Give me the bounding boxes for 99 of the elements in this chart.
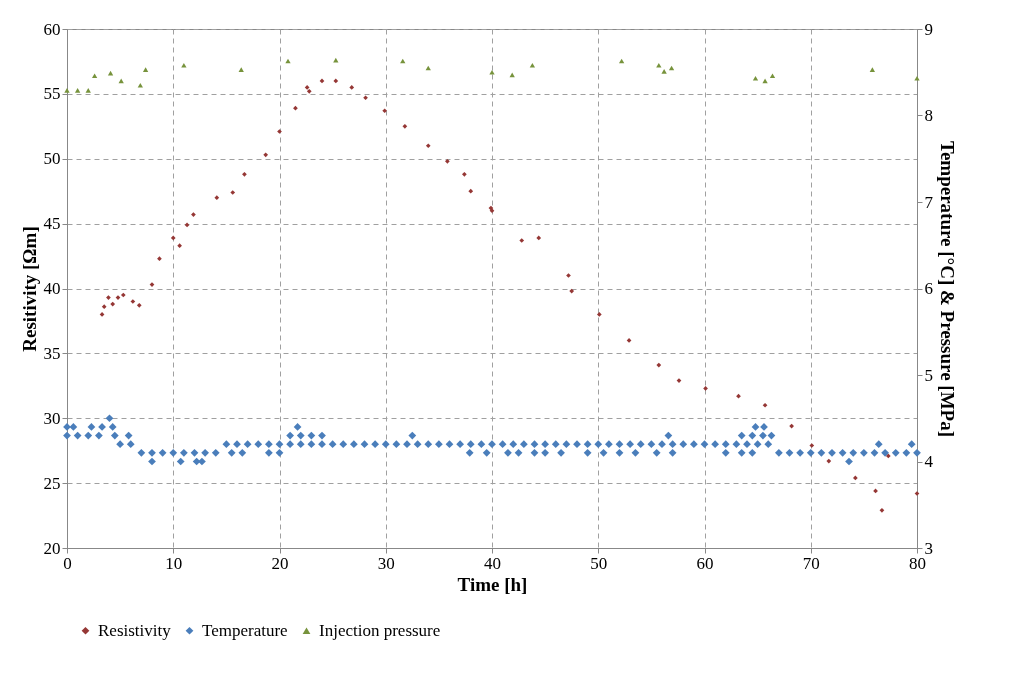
point bbox=[137, 82, 143, 88]
point bbox=[462, 171, 467, 177]
y2-tick-label: 3 bbox=[924, 538, 933, 558]
point bbox=[142, 67, 149, 72]
y2-axis-title: Temperature [°C] & Pressure [MPa] bbox=[937, 140, 958, 438]
point bbox=[661, 69, 667, 74]
point bbox=[826, 458, 832, 464]
point bbox=[293, 105, 298, 111]
point bbox=[157, 256, 162, 261]
point bbox=[489, 69, 495, 75]
point bbox=[91, 73, 98, 78]
y-axis-title: Resitivity [Ωm] bbox=[18, 226, 40, 352]
point bbox=[519, 238, 525, 243]
point bbox=[277, 129, 282, 134]
point bbox=[363, 95, 368, 101]
x-tick-label: 10 bbox=[165, 553, 183, 573]
point bbox=[64, 88, 70, 93]
y-tick-label: 30 bbox=[43, 408, 61, 428]
x-tick-label: 80 bbox=[909, 553, 926, 573]
point bbox=[238, 67, 244, 72]
point bbox=[177, 243, 182, 249]
point bbox=[118, 78, 124, 84]
point bbox=[618, 58, 625, 64]
y-tick-label: 55 bbox=[43, 84, 61, 104]
point bbox=[656, 63, 662, 68]
x-axis-title: Time [h] bbox=[457, 573, 528, 595]
y-tick-label: 40 bbox=[43, 279, 61, 298]
y-tick-label: 45 bbox=[43, 214, 61, 234]
point bbox=[703, 386, 708, 391]
y2-tick-label: 6 bbox=[924, 279, 933, 298]
legend-label: Injection pressure bbox=[319, 620, 441, 640]
point bbox=[425, 143, 431, 149]
point bbox=[752, 76, 759, 81]
y2-tick-label: 9 bbox=[924, 19, 933, 39]
y-tick-label: 35 bbox=[43, 343, 61, 363]
x-tick-label: 0 bbox=[63, 553, 72, 573]
point bbox=[106, 295, 111, 300]
point bbox=[626, 338, 632, 343]
point bbox=[382, 108, 388, 114]
point bbox=[885, 453, 891, 459]
point bbox=[304, 85, 310, 90]
point bbox=[170, 235, 176, 241]
point bbox=[110, 301, 116, 307]
point bbox=[853, 475, 858, 481]
point bbox=[509, 72, 515, 78]
point bbox=[333, 78, 339, 84]
point bbox=[74, 88, 81, 93]
point bbox=[85, 88, 91, 93]
y2-tick-label: 4 bbox=[924, 452, 934, 471]
point bbox=[873, 488, 878, 494]
point bbox=[181, 63, 187, 68]
point bbox=[762, 78, 768, 84]
point bbox=[569, 288, 575, 294]
y-tick-label: 50 bbox=[43, 149, 61, 169]
x-tick-label: 70 bbox=[802, 553, 820, 573]
point bbox=[736, 393, 741, 399]
point bbox=[120, 292, 126, 298]
x-tick-label: 20 bbox=[271, 553, 289, 573]
point bbox=[306, 88, 312, 94]
point bbox=[191, 212, 196, 217]
point bbox=[529, 63, 536, 68]
x-tick-label: 60 bbox=[696, 553, 714, 573]
point bbox=[402, 123, 408, 129]
x-tick-label: 40 bbox=[484, 553, 501, 573]
point bbox=[596, 312, 602, 317]
point bbox=[445, 159, 450, 164]
point bbox=[668, 65, 675, 71]
point bbox=[214, 195, 220, 201]
y2-tick-label: 7 bbox=[924, 192, 934, 212]
y2-tick-label: 8 bbox=[924, 106, 933, 125]
point bbox=[107, 70, 114, 76]
point bbox=[869, 67, 876, 72]
point bbox=[230, 190, 236, 195]
point bbox=[769, 73, 776, 78]
point bbox=[536, 235, 542, 241]
legend-label: Temperature bbox=[202, 620, 288, 640]
point bbox=[242, 171, 247, 177]
y2-tick-label: 5 bbox=[924, 365, 933, 385]
point bbox=[319, 78, 325, 84]
point bbox=[914, 76, 920, 81]
y-tick-label: 20 bbox=[43, 538, 61, 558]
point bbox=[789, 423, 794, 429]
point bbox=[468, 188, 474, 194]
point bbox=[349, 85, 355, 90]
x-tick-label: 30 bbox=[377, 553, 395, 573]
legend-label: Resistivity bbox=[98, 620, 172, 640]
point bbox=[762, 402, 768, 408]
y-tick-label: 60 bbox=[43, 19, 61, 39]
point bbox=[879, 508, 885, 513]
point bbox=[101, 304, 107, 310]
point bbox=[136, 303, 142, 308]
x-tick-label: 50 bbox=[590, 553, 608, 573]
point bbox=[656, 362, 662, 368]
point bbox=[263, 152, 269, 158]
point bbox=[130, 299, 136, 304]
y-tick-label: 25 bbox=[43, 473, 61, 493]
point bbox=[809, 443, 815, 448]
point bbox=[184, 222, 190, 228]
point bbox=[566, 273, 571, 278]
